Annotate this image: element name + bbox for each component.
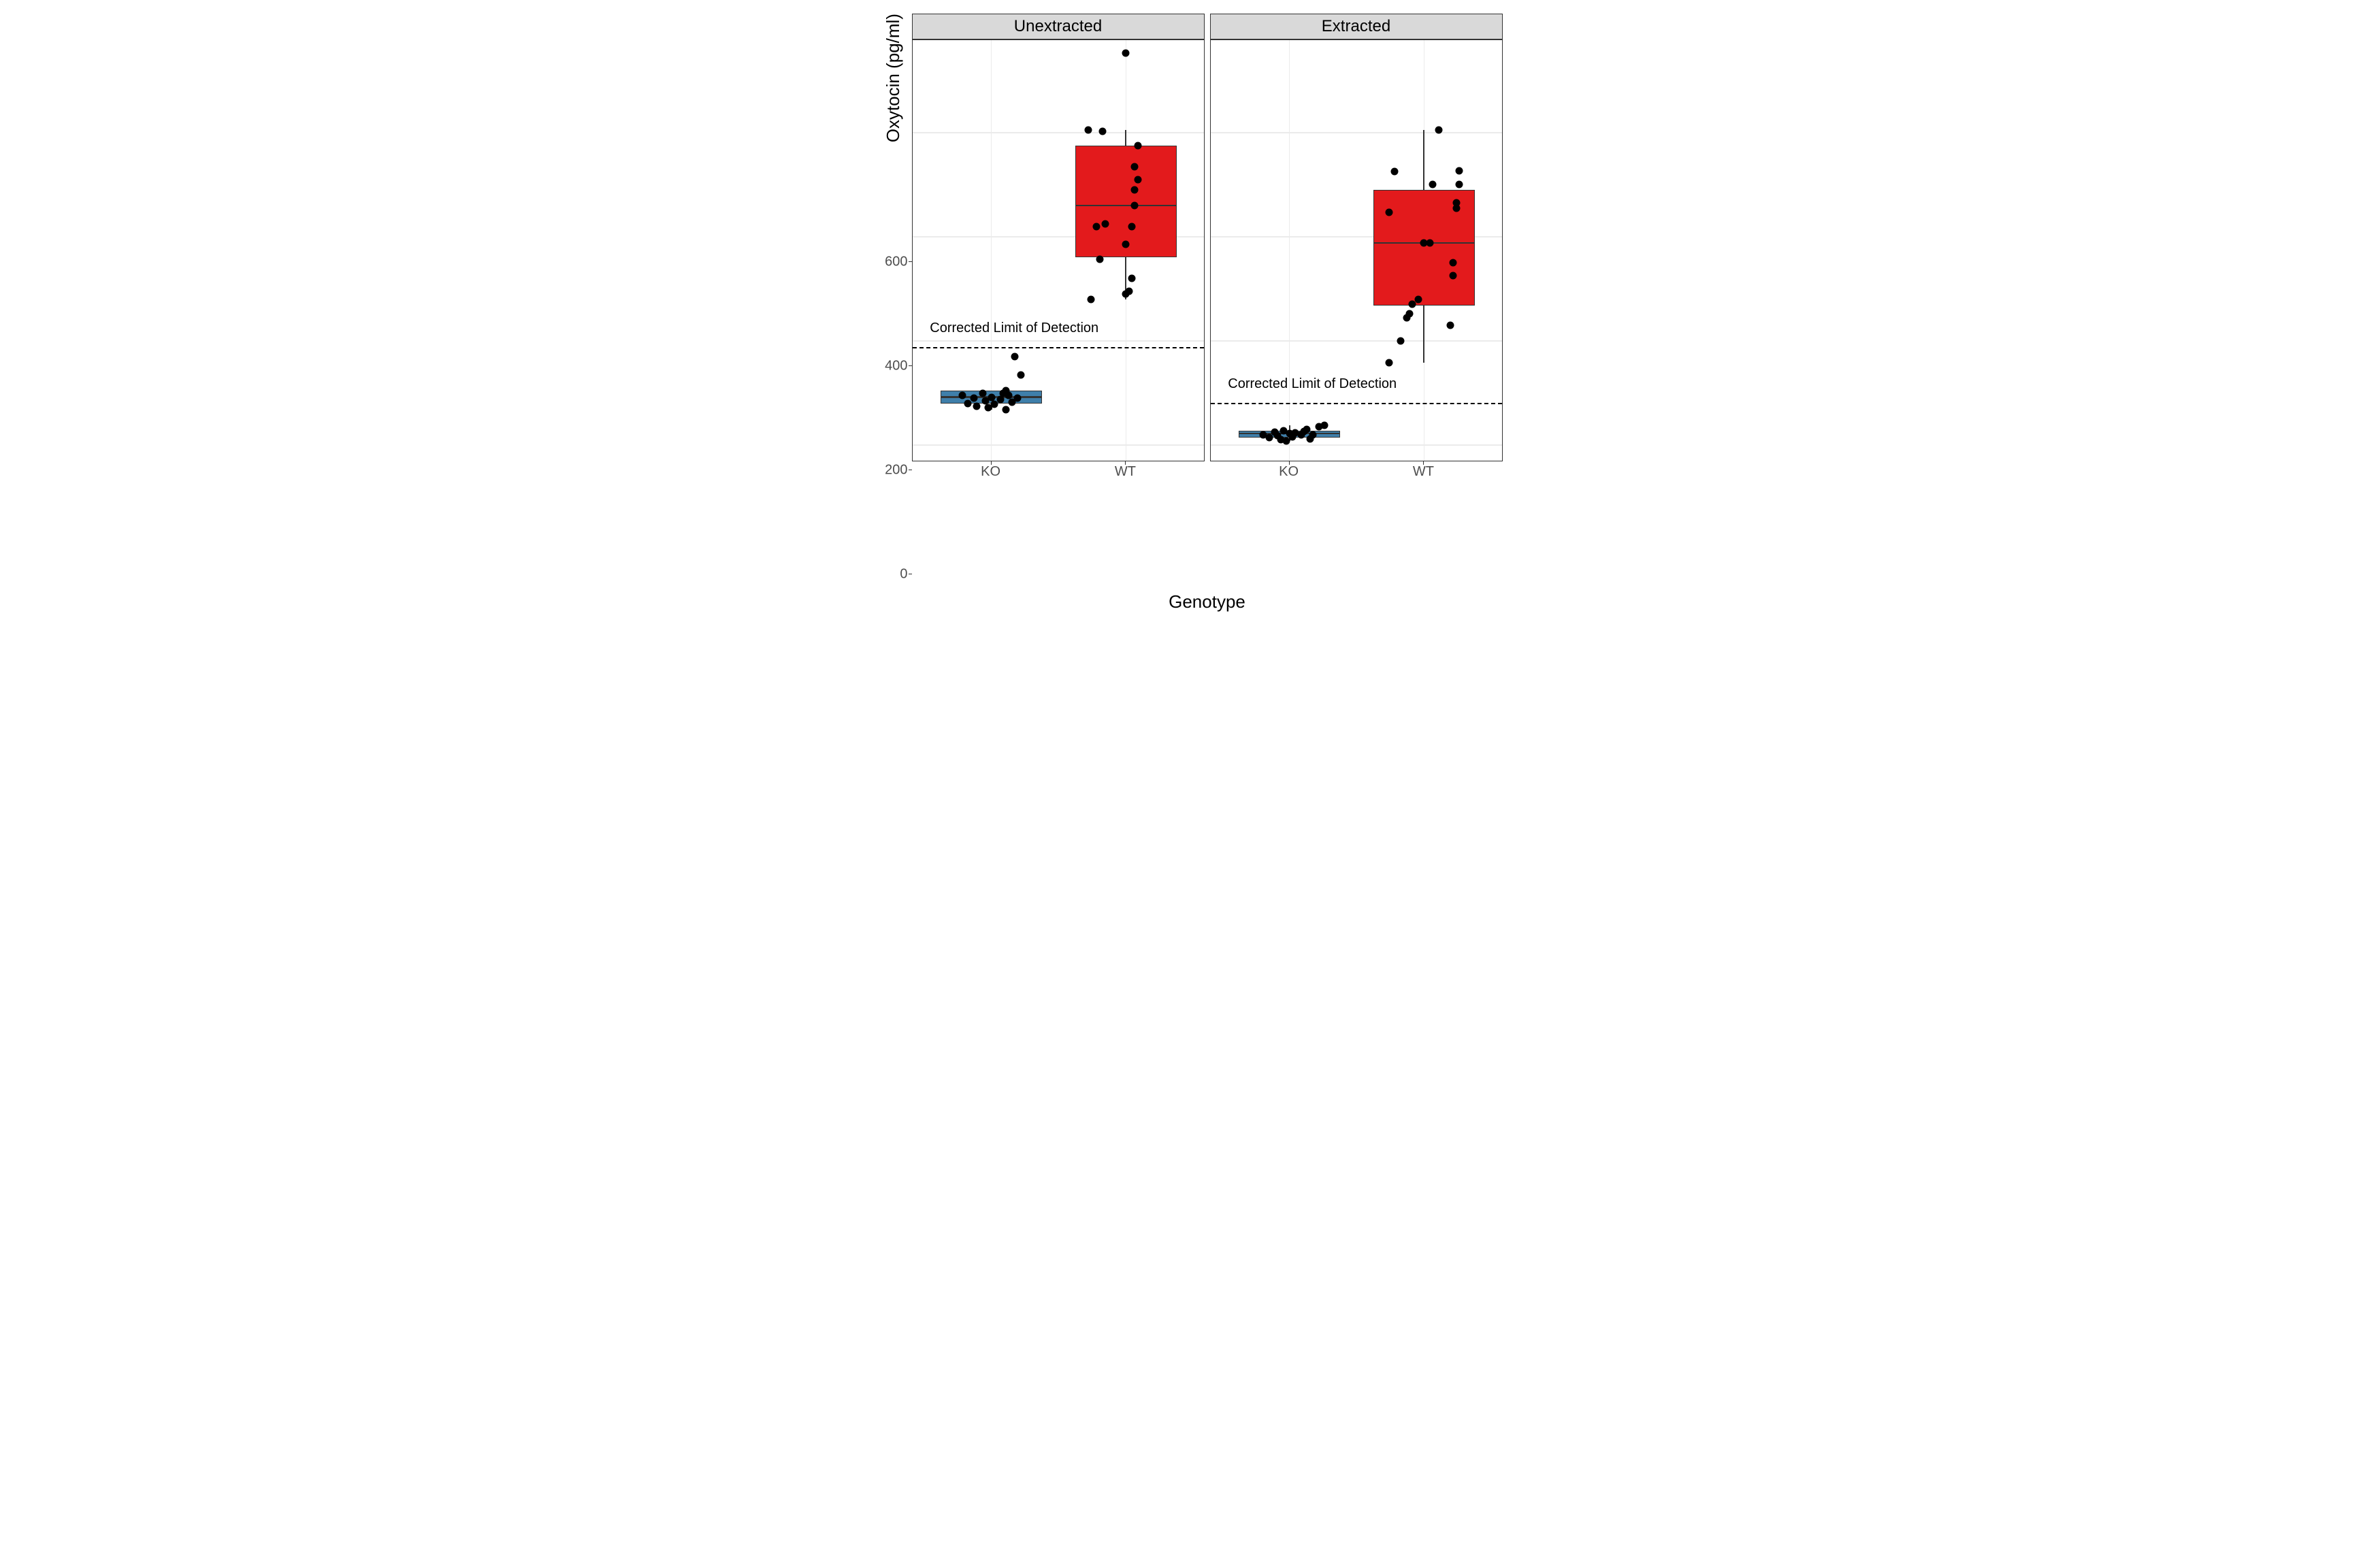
- data-point: [1385, 359, 1392, 367]
- data-point: [1435, 126, 1442, 133]
- data-point: [1134, 176, 1141, 183]
- x-axis-label: Genotype: [1169, 591, 1245, 612]
- data-point: [1450, 259, 1457, 267]
- facet-panel: Unextracted Corrected Limit of Detection K…: [912, 14, 1205, 590]
- data-point: [1309, 431, 1317, 438]
- grid-line-horizontal: [913, 444, 1204, 446]
- grid-line-horizontal: [913, 132, 1204, 133]
- facet-panel: Extracted Corrected Limit of Detection KO W…: [1210, 14, 1503, 590]
- whisker-high: [1125, 130, 1126, 146]
- data-point: [1087, 295, 1094, 303]
- data-point: [1391, 168, 1399, 176]
- data-point: [1131, 186, 1139, 193]
- y-ticks: 0 200 400 600: [878, 168, 912, 590]
- data-point: [1131, 201, 1139, 209]
- data-point: [1128, 223, 1136, 230]
- data-point: [1093, 223, 1101, 230]
- x-tick-label: WT: [1413, 464, 1434, 480]
- data-point: [1427, 240, 1434, 247]
- data-point: [1014, 395, 1022, 402]
- facet-strip-title: Unextracted: [912, 14, 1205, 39]
- lod-line: [913, 347, 1204, 348]
- data-point: [1099, 128, 1107, 135]
- lod-label: Corrected Limit of Detection: [930, 321, 1098, 336]
- x-tick-label: KO: [981, 464, 1000, 480]
- data-point: [1385, 208, 1392, 216]
- data-point: [1456, 167, 1463, 174]
- data-point: [1397, 337, 1405, 344]
- y-tick-label: 600: [885, 255, 907, 270]
- chart-body: Oxytocin (pg/ml) 0 200 400 600 Unextracted C…: [878, 14, 1503, 590]
- data-point: [1122, 49, 1130, 56]
- data-point: [1011, 353, 1019, 360]
- y-tick-label: 400: [885, 359, 907, 374]
- data-point: [1084, 126, 1092, 133]
- data-point: [1102, 220, 1109, 227]
- data-point: [1096, 255, 1103, 263]
- data-point: [958, 392, 966, 399]
- data-point: [1131, 163, 1139, 170]
- lod-label: Corrected Limit of Detection: [1228, 376, 1397, 392]
- y-tick-label: 0: [900, 567, 907, 583]
- data-point: [1447, 322, 1454, 329]
- data-point: [1450, 272, 1457, 280]
- grid-line-horizontal: [1211, 444, 1502, 446]
- x-tick-label: KO: [1279, 464, 1299, 480]
- grid-line-horizontal: [913, 340, 1204, 342]
- x-ticks: KO WT: [912, 461, 1205, 480]
- grid-line-horizontal: [1211, 132, 1502, 133]
- data-point: [970, 395, 977, 402]
- data-point: [1017, 371, 1024, 378]
- grid-line-horizontal: [1211, 340, 1502, 342]
- data-point: [1002, 406, 1010, 414]
- lod-line: [1211, 403, 1502, 404]
- y-tick-label: 200: [885, 463, 907, 478]
- y-axis: Oxytocin (pg/ml) 0 200 400 600: [878, 14, 912, 590]
- data-point: [1122, 241, 1130, 248]
- box-median: [1075, 205, 1177, 207]
- facet-strip-title: Extracted: [1210, 14, 1503, 39]
- x-tick-label: WT: [1115, 464, 1136, 480]
- whisker-low: [1423, 306, 1424, 363]
- data-point: [1414, 295, 1422, 303]
- data-point: [1452, 199, 1460, 207]
- data-point: [1405, 310, 1413, 318]
- data-point: [1321, 421, 1328, 429]
- data-point: [988, 393, 995, 401]
- data-point: [1134, 142, 1141, 149]
- data-point: [1429, 181, 1437, 189]
- x-ticks: KO WT: [1210, 461, 1503, 480]
- data-point: [973, 402, 981, 410]
- data-point: [1456, 181, 1463, 189]
- facets: Unextracted Corrected Limit of Detection K…: [912, 14, 1503, 590]
- data-point: [1125, 288, 1132, 295]
- whisker-high: [1423, 130, 1424, 190]
- grid-line-vertical: [1289, 40, 1290, 461]
- data-point: [979, 389, 986, 397]
- data-point: [1128, 275, 1136, 282]
- plot-area: Corrected Limit of Detection: [1210, 39, 1503, 461]
- y-axis-label: Oxytocin (pg/ml): [883, 14, 904, 142]
- plot-area: Corrected Limit of Detection: [912, 39, 1205, 461]
- chart-container: Oxytocin (pg/ml) 0 200 400 600 Unextracted C…: [14, 14, 2366, 612]
